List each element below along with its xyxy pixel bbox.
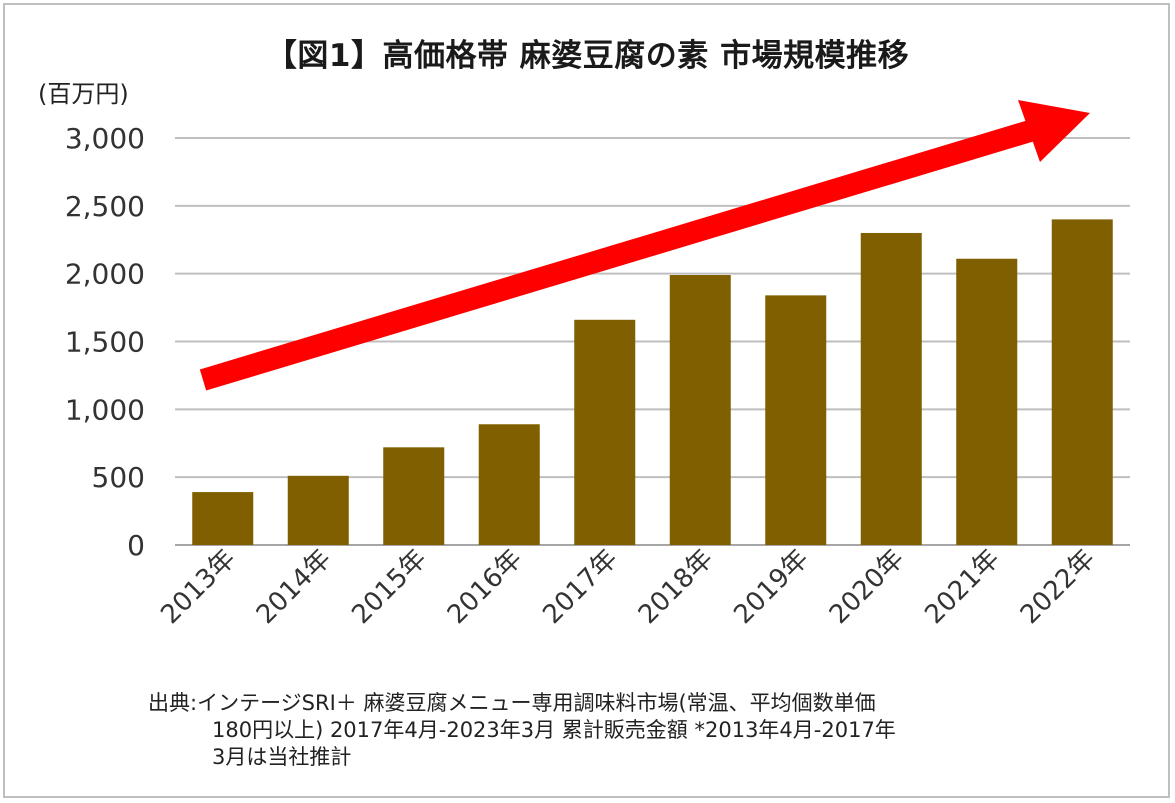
- y-tick-label: 2,000: [65, 258, 145, 291]
- x-tick-label: 2014年: [251, 544, 337, 630]
- y-tick-label: 1,000: [65, 393, 145, 426]
- x-tick-label: 2021年: [919, 544, 1005, 630]
- source-line-2: 180円以上) 2017年4月-2023年3月 累計販売金額 *2013年4月-…: [212, 718, 896, 742]
- bar: [1051, 219, 1113, 545]
- x-tick-label: 2022年: [1015, 544, 1101, 630]
- bar: [287, 475, 349, 545]
- y-tick-label: 3,000: [65, 122, 145, 155]
- bar: [956, 258, 1018, 545]
- bar: [574, 319, 636, 545]
- trend-arrow-shaft: [199, 117, 1044, 391]
- y-tick-label: 2,500: [65, 190, 145, 223]
- bar: [383, 447, 445, 545]
- y-tick-label: 500: [92, 461, 145, 494]
- source-note: 出典:インテージSRI＋ 麻婆豆腐メニュー専用調味料市場(常温、平均個数単価 1…: [148, 690, 1138, 771]
- x-tick-label: 2020年: [824, 544, 910, 630]
- x-tick-label: 2017年: [537, 544, 623, 630]
- y-tick-label: 1,500: [65, 326, 145, 359]
- y-tick-label: 0: [127, 529, 145, 562]
- x-tick-label: 2015年: [346, 544, 432, 630]
- chart-title: 【図1】高価格帯 麻婆豆腐の素 市場規模推移: [265, 38, 910, 74]
- bar: [669, 275, 731, 545]
- bar: [192, 492, 254, 545]
- trend-arrow-head: [1018, 100, 1090, 162]
- bar: [765, 295, 827, 545]
- x-tick-label: 2013年: [155, 544, 241, 630]
- x-tick-label: 2019年: [728, 544, 814, 630]
- bar: [860, 232, 922, 545]
- x-tick-label: 2016年: [442, 544, 528, 630]
- x-tick-label: 2018年: [633, 544, 719, 630]
- y-axis-unit-label: (百万円): [38, 80, 129, 108]
- bar: [478, 424, 540, 545]
- source-line-1: 出典:インテージSRI＋ 麻婆豆腐メニュー専用調味料市場(常温、平均個数単価: [148, 691, 876, 715]
- source-line-3: 3月は当社推計: [212, 745, 352, 769]
